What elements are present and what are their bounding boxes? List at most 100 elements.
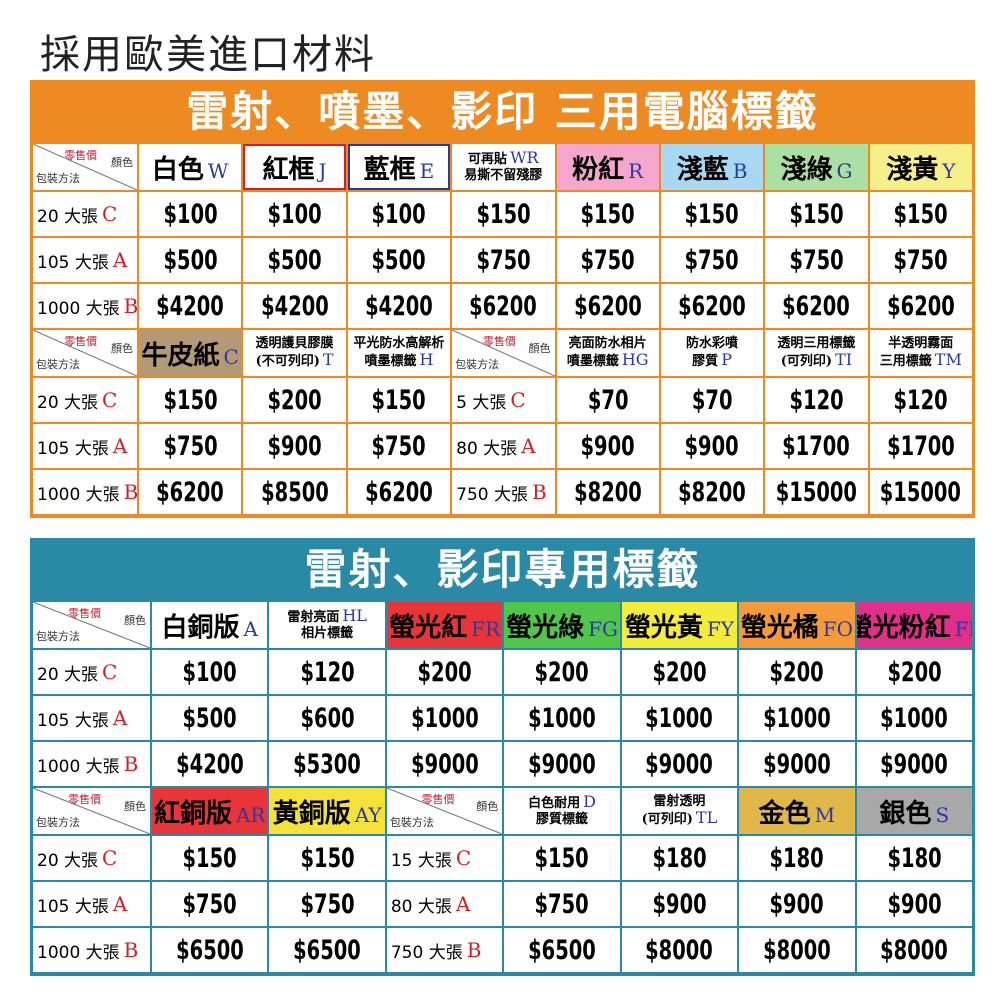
price-cell: $750 (556, 238, 659, 282)
header-cell: 紅框 J (243, 144, 346, 190)
price-cell: $750 (869, 238, 972, 282)
price-cell: $4200 (139, 284, 242, 328)
header-line: 可再貼 WR (468, 150, 539, 168)
header-code: AR (235, 802, 266, 827)
quantity-cell: 20 大張 C (33, 192, 137, 236)
price-cell: $100 (139, 192, 242, 236)
header-line: 螢光粉紅FP (857, 607, 972, 644)
price: $4200 (365, 290, 433, 322)
corner-price: 零售價 (68, 607, 102, 620)
header-cell: 銀色 S (856, 788, 972, 834)
header-line: 銀色 S (879, 793, 949, 830)
price-cell: $100 (243, 192, 346, 236)
header-text: 螢光綠 (506, 612, 585, 643)
price: $1000 (528, 702, 596, 734)
corner-packing: 包裝方法 (36, 630, 80, 643)
header-text: 螢光黃 (624, 612, 703, 643)
price-cell: $200 (386, 650, 503, 694)
price: $1000 (880, 702, 949, 734)
quantity-code: B (466, 938, 482, 962)
price-cell: $150 (869, 192, 972, 236)
quantity: 20 大張 (37, 206, 99, 227)
header-line: 防水彩噴 (686, 336, 738, 352)
price-table: 零售價 顏色 包裝方法 白銅版 A 雷射亮面 HL 相片標籤 螢光紅 FR 螢光綠 FG 螢光黃 FY 螢光… (33, 602, 972, 972)
header-line: 粉紅 R (572, 149, 643, 186)
price: $100 (267, 198, 322, 230)
quantity: 5 大張 (456, 392, 507, 413)
price: $500 (371, 244, 426, 276)
price: $8500 (260, 476, 329, 508)
header-text: 螢光粉紅 (856, 612, 951, 643)
corner-color: 顏色 (476, 800, 499, 813)
table-box: 雷射、噴墨、影印 三用電腦標籤 零售價 顏色 包裝方法 白色 W 紅框 J 藍框 E 可再貼 WR 易撕… (30, 80, 975, 518)
header-code: H (419, 350, 434, 369)
price-cell: $150 (765, 192, 868, 236)
price-cell: $6200 (869, 284, 972, 328)
price: $8000 (880, 934, 949, 966)
price: $500 (267, 244, 322, 276)
price: $8000 (763, 934, 831, 966)
quantity: 15 大張 (390, 850, 452, 871)
price: $6200 (782, 290, 851, 322)
price: $180 (769, 842, 824, 874)
price-cell: $200 (243, 378, 346, 422)
price: $750 (685, 244, 740, 276)
price-cell: $9000 (386, 742, 503, 786)
header-text: 螢光紅 (389, 612, 468, 643)
header-cell: 白色 W (139, 144, 242, 190)
header-line: 白銅版 A (161, 607, 257, 644)
corner-color: 顏色 (124, 800, 146, 813)
price-cell: $6500 (152, 928, 268, 972)
header-cell: 紅銅版 AR (152, 788, 268, 834)
price: $750 (893, 244, 948, 276)
quantity-cell: 105 大張 A (33, 424, 137, 468)
price-cell: $900 (856, 882, 972, 926)
corner-packing: 包裝方法 (389, 816, 434, 829)
header-text: 半透明霧面 (888, 336, 954, 351)
price-cell: $900 (660, 424, 764, 468)
header-cell: 螢光橘 FO (739, 602, 855, 648)
price-cell: $6200 (452, 284, 555, 328)
price: $1700 (886, 430, 955, 462)
quantity-code: B (123, 752, 139, 776)
price: $120 (893, 384, 948, 416)
price-cell: $200 (621, 650, 738, 694)
header-line: 三用標籤 TM (880, 352, 962, 370)
corner-color: 顏色 (111, 342, 133, 355)
price: $70 (691, 384, 733, 416)
corner-packing: 包裝方法 (36, 816, 80, 829)
header-line: 淺黃 Y (886, 149, 955, 186)
price-cell: $500 (152, 696, 268, 740)
header-text: 淺藍 (676, 154, 729, 185)
quantity: 750 大張 (456, 484, 528, 505)
header-cell: 粉紅 R (556, 144, 659, 190)
price: $6200 (365, 476, 433, 508)
header-line: 相片標籤 (301, 626, 353, 642)
price-cell: $500 (139, 238, 242, 282)
price: $750 (476, 244, 531, 276)
header-code: FP (954, 616, 972, 641)
price-cell: $9000 (739, 742, 855, 786)
price: $200 (417, 656, 472, 688)
corner-cell: 零售價 顏色 包裝方法 (452, 330, 555, 376)
header-text: (可列印) (641, 812, 693, 827)
header-code: D (583, 792, 596, 811)
header-cell: 牛皮紙 C (139, 330, 242, 376)
quantity-cell: 20 大張 C (33, 650, 150, 694)
header-code: HG (621, 350, 649, 369)
header-line: 牛皮紙 C (142, 335, 239, 372)
header-line: 螢光橘 FO (741, 607, 853, 644)
price-cell: $750 (504, 882, 620, 926)
header-cell: 白銅版 A (152, 602, 268, 648)
price-cell: $15000 (765, 470, 868, 514)
header-code: FO (822, 616, 853, 641)
quantity: 750 大張 (390, 942, 463, 963)
header-code: M (814, 802, 836, 827)
price-cell: $8000 (739, 928, 855, 972)
header-line: 半透明霧面 (888, 336, 953, 352)
quantity-cell: 750 大張 B (452, 470, 555, 514)
header-line: 平光防水高解析 (353, 336, 444, 352)
price: $6500 (528, 934, 596, 966)
table-box: 雷射、影印專用標籤 零售價 顏色 包裝方法 白銅版 A 雷射亮面 HL 相片標籤 螢光紅 FR 螢光綠… (30, 538, 975, 976)
price: $750 (371, 430, 426, 462)
